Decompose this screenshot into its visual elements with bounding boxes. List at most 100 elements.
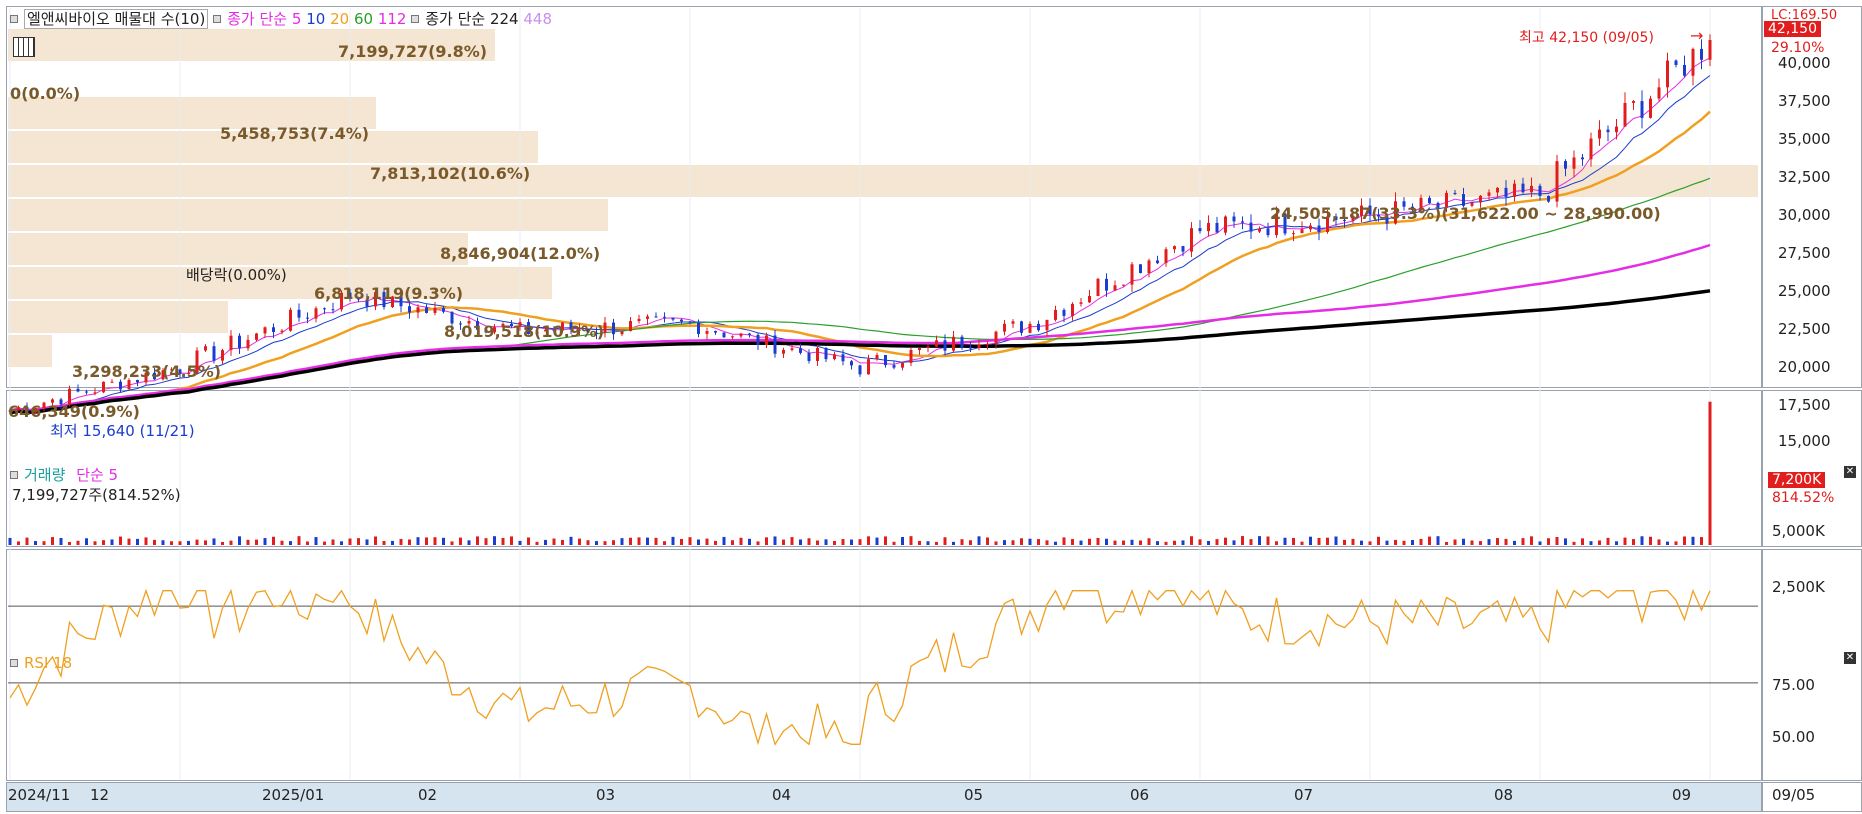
ma2-extra: 448 [523,10,553,28]
candle-body [357,297,360,300]
candle-body [1487,192,1491,196]
candle-body [1139,264,1142,274]
ma-period-60: 60 [353,10,374,28]
close-icon[interactable]: ✕ [1844,652,1856,664]
rsi-line [9,588,1711,746]
candle-body [1215,222,1219,233]
candle-body [1453,192,1457,195]
candle-body [1156,260,1159,264]
volume-bar [867,536,870,545]
price-panel[interactable] [6,6,1762,388]
candle-body [1666,60,1669,88]
candle-body [442,307,445,312]
volume-panel[interactable] [6,390,1762,547]
volume-bar [1113,540,1117,545]
candle-body [467,321,471,324]
volume-bar [1708,401,1712,545]
settings-square-icon[interactable] [10,14,18,23]
x-axis-bar[interactable] [6,782,1762,812]
volume-bar [1649,536,1652,545]
volume-bar [476,536,479,545]
volume-bar [1071,539,1074,545]
candle-body [1377,214,1380,217]
candle-body [136,380,139,383]
volume-bar [1513,540,1516,545]
candle-body [1691,48,1695,76]
volume-bar [578,538,581,545]
vp-bar [8,301,228,333]
settings-square-icon[interactable] [10,470,18,479]
volume-bar [705,538,709,545]
volume-bar [620,538,624,545]
volume-bar [510,536,513,545]
candle-body [178,369,182,374]
x-label: 07 [1294,786,1314,804]
candle-body [1181,246,1185,252]
volume-bar [314,537,318,545]
candle-body [1606,129,1610,133]
volume-bar [850,539,853,545]
ma-period-5: 5 [291,10,302,28]
x-label: 2024/11 [8,786,71,804]
settings-square-icon[interactable] [10,658,18,667]
high-arrow: → [1690,26,1704,45]
volume-bar [331,539,335,545]
settings-square-icon[interactable] [213,14,222,23]
vp-bar [8,97,376,129]
volume-bar [612,540,615,545]
candle-body [1479,195,1482,203]
candle-body [986,343,989,345]
volume-bar [824,539,828,545]
candle-body [1249,222,1253,232]
rsi-panel[interactable] [6,549,1762,781]
volume-bar [1462,538,1465,545]
candle-body [1045,319,1049,331]
vp-bar [8,29,495,61]
volume-bar [493,536,496,545]
date-box-label: 09/05 [1772,786,1816,804]
volume-bar [102,540,105,545]
candle-body [416,307,420,313]
volume-bar [1428,536,1431,545]
candle-body [544,329,547,332]
candle-body [782,349,785,354]
y-tick: 30,000 [1778,206,1831,224]
candle-body [204,346,207,351]
date-axis-box [1762,782,1862,812]
volume-bar [1674,541,1678,545]
candle-body [323,308,326,310]
volume-bar [1309,536,1312,545]
candle-body [238,335,241,349]
candle-body [127,380,131,390]
volume-bar [459,537,462,545]
price-axis [1762,6,1862,388]
volume-bar [1334,536,1338,545]
candle-body [1547,195,1550,202]
table-icon[interactable] [13,37,35,57]
candle-body [1674,60,1678,65]
volume-bar [34,541,37,545]
volume-current: 7,199,727주(814.52%) [12,486,181,504]
volume-bar [960,539,964,545]
candle-body [535,331,539,334]
candle-body [1683,64,1686,76]
candle-body [612,322,615,335]
volume-bar [697,539,700,545]
close-icon[interactable]: ✕ [1844,466,1856,478]
candle-body [790,348,794,350]
candle-body [1309,225,1312,230]
candle-body [501,323,505,328]
volume-bar [42,541,46,545]
candle-body [561,322,564,331]
volume-bar [799,539,802,545]
settings-square-icon[interactable] [411,14,420,23]
volume-bar [1062,537,1066,545]
candle-body [646,316,649,319]
volume-bar [204,540,207,545]
candle-body [1564,161,1567,169]
volume-bar [238,536,241,545]
candle-body [25,407,29,413]
volume-bar [1258,536,1261,545]
candle-body [1258,228,1261,232]
